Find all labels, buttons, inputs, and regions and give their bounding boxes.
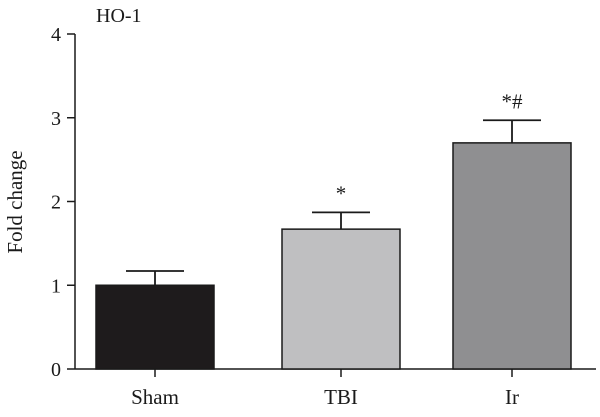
x-tick-label: Sham: [131, 385, 179, 409]
bar-ir: [452, 142, 572, 370]
x-tick-label: TBI: [324, 385, 358, 409]
chart-title: HO-1: [96, 5, 142, 27]
y-ticks: 0 1 2 3 4: [51, 24, 75, 381]
y-tick-label: 1: [51, 275, 61, 297]
bars: * *#: [95, 89, 572, 370]
y-tick-label: 0: [51, 359, 61, 381]
y-axis-label: Fold change: [3, 150, 27, 253]
y-tick-label: 4: [51, 24, 61, 46]
bar-sham: [95, 284, 215, 370]
significance-label: *: [336, 181, 347, 205]
x-ticks: Sham TBI Ir: [131, 369, 519, 409]
significance-label: *#: [502, 89, 524, 113]
x-tick-label: Ir: [505, 385, 519, 409]
y-tick-label: 3: [51, 108, 61, 130]
y-tick-label: 2: [51, 192, 61, 214]
bar-tbi: [281, 228, 401, 370]
